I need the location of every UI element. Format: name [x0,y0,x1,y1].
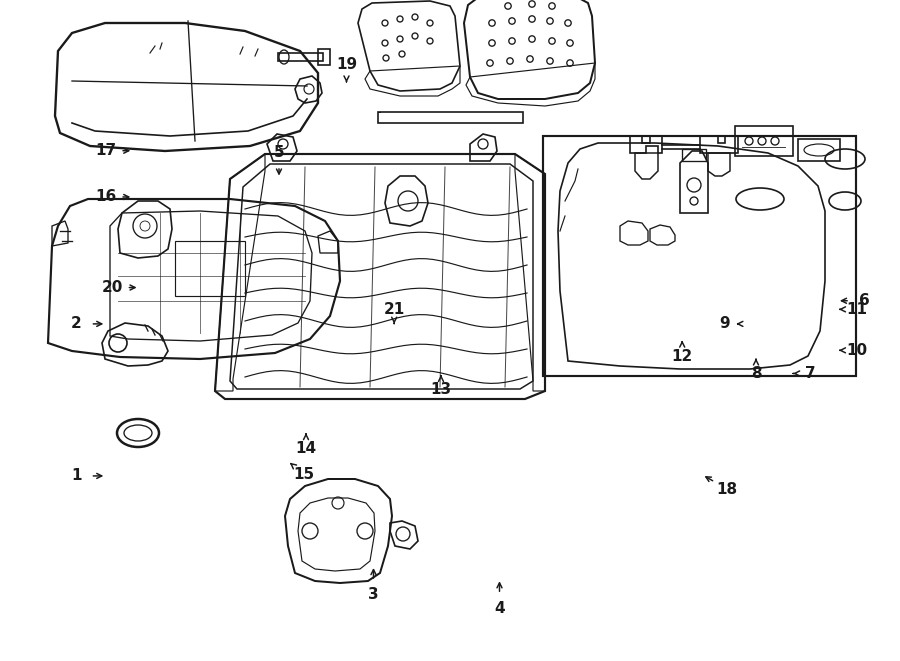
Text: 18: 18 [716,482,738,496]
Text: 20: 20 [102,280,123,295]
Bar [735,126,793,156]
Text: 6: 6 [859,293,869,308]
Text: 8: 8 [751,366,761,381]
Text: 13: 13 [430,383,452,397]
Bar [318,49,330,65]
Bar [278,53,323,61]
Text: 2: 2 [71,317,82,331]
Text: 9: 9 [719,317,730,331]
Text: 3: 3 [368,588,379,602]
Text: 21: 21 [383,302,405,317]
Text: 7: 7 [805,366,815,381]
Text: 14: 14 [295,441,317,455]
Text: 10: 10 [846,343,868,358]
Bar [798,139,840,161]
Bar [682,149,706,161]
Text: 1: 1 [71,469,82,483]
Text: 17: 17 [95,143,117,158]
Text: 19: 19 [336,58,357,72]
Bar [175,241,245,296]
Text: 5: 5 [274,145,284,159]
Text: 11: 11 [846,302,868,317]
Bar [378,112,523,123]
Text: 15: 15 [293,467,315,482]
Text: 16: 16 [95,190,117,204]
Text: 4: 4 [494,601,505,615]
Bar [543,136,856,376]
Text: 12: 12 [671,350,693,364]
